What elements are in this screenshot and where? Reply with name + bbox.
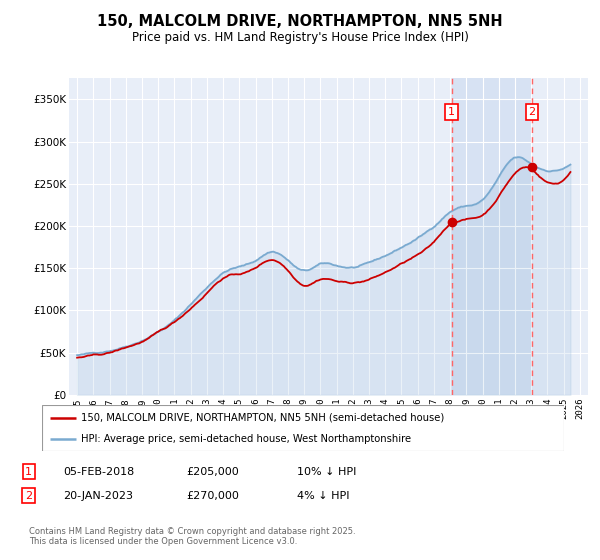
Text: 1: 1: [448, 107, 455, 117]
Text: £270,000: £270,000: [186, 491, 239, 501]
Text: 150, MALCOLM DRIVE, NORTHAMPTON, NN5 5NH: 150, MALCOLM DRIVE, NORTHAMPTON, NN5 5NH: [97, 14, 503, 29]
Text: £205,000: £205,000: [186, 466, 239, 477]
Text: Contains HM Land Registry data © Crown copyright and database right 2025.
This d: Contains HM Land Registry data © Crown c…: [29, 526, 355, 546]
Text: 1: 1: [25, 466, 32, 477]
Bar: [452, 78, 532, 395]
Text: Price paid vs. HM Land Registry's House Price Index (HPI): Price paid vs. HM Land Registry's House …: [131, 31, 469, 44]
Text: 2: 2: [25, 491, 32, 501]
Text: 2: 2: [529, 107, 536, 117]
Text: 10% ↓ HPI: 10% ↓ HPI: [297, 466, 356, 477]
Text: 4% ↓ HPI: 4% ↓ HPI: [297, 491, 349, 501]
Text: 05-FEB-2018: 05-FEB-2018: [63, 466, 134, 477]
Text: HPI: Average price, semi-detached house, West Northamptonshire: HPI: Average price, semi-detached house,…: [81, 435, 411, 444]
Text: 150, MALCOLM DRIVE, NORTHAMPTON, NN5 5NH (semi-detached house): 150, MALCOLM DRIVE, NORTHAMPTON, NN5 5NH…: [81, 413, 445, 423]
Text: 20-JAN-2023: 20-JAN-2023: [63, 491, 133, 501]
